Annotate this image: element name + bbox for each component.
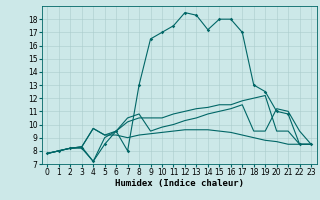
X-axis label: Humidex (Indice chaleur): Humidex (Indice chaleur) <box>115 179 244 188</box>
